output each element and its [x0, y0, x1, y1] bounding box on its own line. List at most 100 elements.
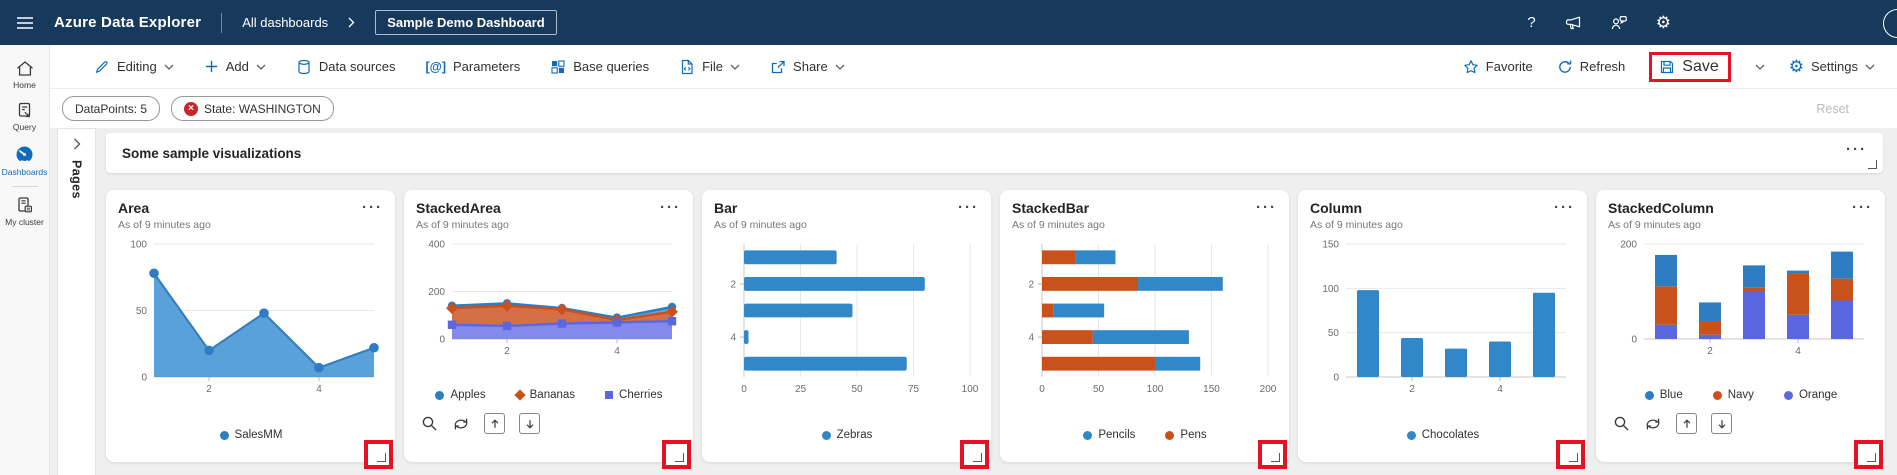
- legend-item-navy[interactable]: Navy: [1712, 389, 1754, 401]
- resize-handle[interactable]: [1556, 440, 1585, 469]
- tile-title: StackedBar: [1012, 200, 1090, 216]
- tile-stackedarea: StackedArea As of 9 minutes ago ··· 0 200…: [404, 190, 693, 469]
- search-zoom-icon[interactable]: [421, 415, 438, 432]
- more-icon[interactable]: ···: [362, 199, 383, 216]
- legend-label: Orange: [1798, 389, 1838, 401]
- legend-label: Navy: [1727, 389, 1754, 401]
- change-visual-icon[interactable]: [452, 416, 470, 432]
- top-nav: Azure Data Explorer All dashboards Sampl…: [0, 0, 1897, 45]
- legend-marker-icon: [435, 390, 445, 400]
- sidebar-item-my-cluster[interactable]: My cluster: [0, 191, 49, 233]
- plus-icon: [205, 60, 217, 73]
- chevron-down-icon: [835, 64, 845, 70]
- hamburger-menu-icon[interactable]: [16, 16, 34, 30]
- avatar[interactable]: [1883, 9, 1897, 38]
- drill-down-icon[interactable]: [519, 413, 540, 434]
- chevron-down-icon: [1865, 64, 1875, 70]
- sidebar-item-query[interactable]: Query: [0, 96, 49, 138]
- section-header-card: Some sample visualizations ···: [106, 133, 1883, 173]
- legend-item-orange[interactable]: Orange: [1783, 389, 1838, 401]
- filter-bar: DataPoints: 5 × State: WASHINGTON Reset: [50, 88, 1897, 128]
- megaphone-icon[interactable]: [1564, 15, 1582, 31]
- filter-pill-datapoints[interactable]: DataPoints: 5: [62, 96, 161, 121]
- legend-item-pencils[interactable]: Pencils: [1083, 429, 1135, 441]
- add-menu-button[interactable]: Add: [204, 59, 266, 74]
- legend-item-cherries[interactable]: Cherries: [605, 389, 663, 401]
- resize-handle[interactable]: [960, 440, 989, 469]
- parameters-button[interactable]: [@] Parameters: [425, 59, 521, 74]
- chart-legend: Blue Navy Orange: [1608, 389, 1874, 401]
- favorite-button[interactable]: Favorite: [1463, 59, 1533, 75]
- cluster-icon: [17, 197, 32, 213]
- editing-menu-button[interactable]: Editing: [94, 59, 174, 75]
- file-menu-button[interactable]: File: [679, 59, 740, 75]
- legend-item-chocolates[interactable]: Chocolates: [1406, 429, 1480, 441]
- tile-title: StackedArea: [416, 200, 501, 216]
- svg-text:150: 150: [1322, 240, 1339, 251]
- base-queries-button[interactable]: Base queries: [550, 59, 649, 75]
- svg-text:4: 4: [1028, 333, 1034, 344]
- resize-handle[interactable]: [364, 440, 393, 469]
- star-icon: [1463, 59, 1478, 73]
- svg-text:0: 0: [1333, 373, 1339, 384]
- more-icon[interactable]: ···: [1852, 199, 1873, 216]
- chevron-down-icon: [256, 64, 266, 70]
- resize-corner-icon: [1867, 453, 1876, 462]
- share-menu-button[interactable]: Share: [770, 59, 845, 75]
- resize-corner-icon: [675, 453, 684, 462]
- feedback-icon[interactable]: [1610, 15, 1628, 31]
- chevron-down-icon: [730, 64, 740, 70]
- resize-corner-icon[interactable]: [1868, 160, 1877, 169]
- legend-label: Chocolates: [1421, 429, 1480, 441]
- settings-menu-button[interactable]: ⚙ Settings: [1789, 58, 1875, 75]
- legend-item-zebras[interactable]: Zebras: [821, 429, 872, 441]
- pencil-icon: [96, 60, 108, 73]
- breadcrumb-all-dashboards[interactable]: All dashboards: [242, 15, 329, 30]
- svg-text:2: 2: [1707, 346, 1713, 357]
- svg-text:150: 150: [1203, 384, 1220, 395]
- svg-text:75: 75: [908, 384, 920, 395]
- legend-marker-icon: [513, 389, 526, 401]
- more-icon[interactable]: ···: [958, 199, 979, 216]
- drill-up-icon[interactable]: [1676, 413, 1697, 434]
- data-sources-button[interactable]: Data sources: [296, 59, 395, 75]
- save-button[interactable]: Save: [1649, 51, 1731, 82]
- legend-item-bananas[interactable]: Bananas: [513, 389, 575, 401]
- svg-text:4: 4: [316, 384, 322, 395]
- change-visual-icon[interactable]: [1644, 416, 1662, 432]
- svg-text:2: 2: [730, 279, 736, 290]
- svg-text:100: 100: [962, 384, 979, 395]
- drill-down-icon[interactable]: [1711, 413, 1732, 434]
- chart-legend: SalesMM: [118, 429, 384, 441]
- more-icon[interactable]: ···: [1846, 141, 1867, 158]
- resize-handle[interactable]: [1258, 440, 1287, 469]
- help-icon[interactable]: ?: [1527, 14, 1536, 31]
- legend-item-salesmm[interactable]: SalesMM: [219, 429, 282, 441]
- filter-pill-state[interactable]: × State: WASHINGTON: [171, 96, 334, 121]
- reset-button[interactable]: Reset: [1816, 101, 1849, 116]
- chart-tools: [1608, 413, 1874, 434]
- sidebar-item-home[interactable]: Home: [0, 54, 49, 96]
- legend-item-apples[interactable]: Apples: [435, 389, 486, 401]
- drill-up-icon[interactable]: [484, 413, 505, 434]
- legend-item-pens[interactable]: Pens: [1165, 429, 1207, 441]
- legend-item-blue[interactable]: Blue: [1644, 389, 1683, 401]
- svg-text:50: 50: [1093, 384, 1105, 395]
- pages-label: Pages: [69, 160, 84, 199]
- legend-label: Pens: [1180, 429, 1207, 441]
- resize-handle[interactable]: [662, 440, 691, 469]
- save-split-chevron-icon[interactable]: [1755, 64, 1765, 70]
- sidebar-item-dashboards[interactable]: Dashboards: [0, 139, 49, 183]
- remove-filter-icon[interactable]: ×: [184, 101, 199, 116]
- chart-tools: [416, 413, 682, 434]
- tile-column: Column As of 9 minutes ago ··· 0 50 100 150…: [1298, 190, 1587, 469]
- expand-pages-icon[interactable]: [73, 138, 81, 150]
- more-icon[interactable]: ···: [660, 199, 681, 216]
- more-icon[interactable]: ···: [1256, 199, 1277, 216]
- refresh-button[interactable]: Refresh: [1557, 59, 1625, 75]
- more-icon[interactable]: ···: [1554, 199, 1575, 216]
- settings-gear-icon[interactable]: ⚙: [1655, 13, 1671, 32]
- resize-handle[interactable]: [1854, 440, 1883, 469]
- search-zoom-icon[interactable]: [1613, 415, 1630, 432]
